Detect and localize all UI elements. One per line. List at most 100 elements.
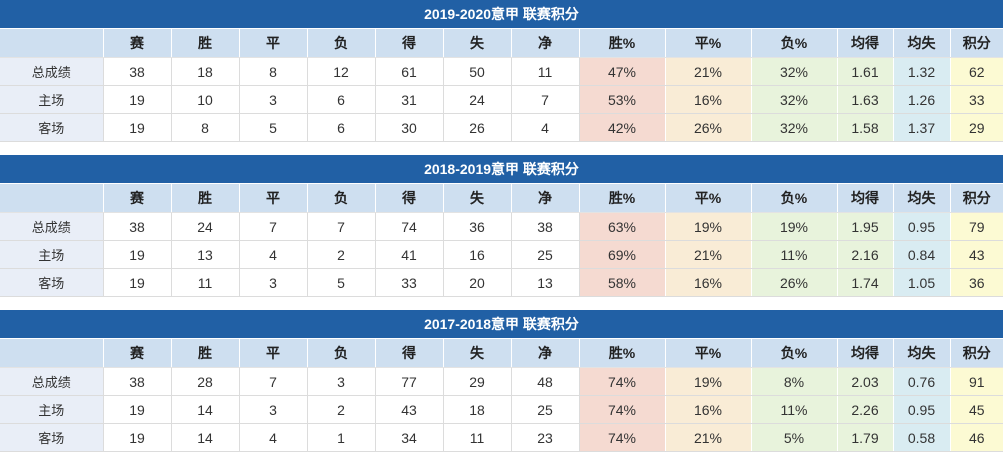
stat-cell: 63% — [578, 212, 666, 241]
stat-cell: 19% — [664, 367, 752, 396]
stat-cell: 1.26 — [892, 85, 951, 114]
stat-cell: 26% — [750, 268, 838, 297]
stat-cell: 36 — [442, 212, 512, 241]
stat-cell: 46 — [949, 423, 1003, 452]
stat-cell: 43 — [949, 240, 1003, 269]
column-header: 赛 — [102, 28, 172, 58]
column-header: 赛 — [102, 338, 172, 368]
stat-cell: 16 — [442, 240, 512, 269]
stat-cell: 1.05 — [892, 268, 951, 297]
stat-cell: 7 — [238, 212, 308, 241]
stat-cell: 14 — [170, 395, 240, 424]
season-table-2019-2020: 2019-2020意甲 联赛积分赛胜平负得失净胜% 平% 负% 均得 均失 积分 总成绩 38… — [0, 0, 1003, 142]
column-header: 均失 — [892, 28, 951, 58]
stat-cell: 42% — [578, 113, 666, 142]
stat-cell: 32% — [750, 85, 838, 114]
column-header: 负% — [750, 183, 838, 213]
stat-cell: 4 — [510, 113, 580, 142]
stat-cell: 3 — [306, 367, 376, 396]
column-header: 均失 — [892, 183, 951, 213]
stat-cell: 58% — [578, 268, 666, 297]
stat-cell: 29 — [442, 367, 512, 396]
row-label-header — [0, 183, 104, 213]
stat-cell: 33 — [949, 85, 1003, 114]
stat-cell: 5 — [306, 268, 376, 297]
stat-cell: 12 — [306, 57, 376, 86]
stat-cell: 0.58 — [892, 423, 951, 452]
table-row: 客场 19 8 5 6 30 26 4 42% 26% 32% 1.58 1.37 29 — [0, 113, 1003, 142]
stat-cell: 43 — [374, 395, 444, 424]
stat-cell: 13 — [510, 268, 580, 297]
stat-cell: 5 — [238, 113, 308, 142]
stat-cell: 11% — [750, 240, 838, 269]
stat-cell: 79 — [949, 212, 1003, 241]
column-header: 失 — [442, 28, 512, 58]
column-header: 失 — [442, 338, 512, 368]
column-header: 积分 — [949, 183, 1003, 213]
stat-cell: 0.84 — [892, 240, 951, 269]
column-header: 得 — [374, 338, 444, 368]
stat-cell: 38 — [102, 367, 172, 396]
stat-cell: 36 — [949, 268, 1003, 297]
stat-cell: 2.26 — [836, 395, 894, 424]
stat-cell: 38 — [102, 57, 172, 86]
column-header: 失 — [442, 183, 512, 213]
stat-cell: 4 — [238, 423, 308, 452]
stat-cell: 16% — [664, 268, 752, 297]
stat-cell: 31 — [374, 85, 444, 114]
stat-cell: 16% — [664, 85, 752, 114]
season-table-2018-2019: 2018-2019意甲 联赛积分赛胜平负得失净胜% 平% 负% 均得 均失 积分 总成绩 38… — [0, 155, 1003, 297]
stat-cell: 1 — [306, 423, 376, 452]
column-header: 平% — [664, 28, 752, 58]
row-label: 总成绩 — [0, 57, 104, 86]
stat-cell: 19% — [750, 212, 838, 241]
stat-cell: 41 — [374, 240, 444, 269]
stat-cell: 45 — [949, 395, 1003, 424]
stat-cell: 0.95 — [892, 395, 951, 424]
row-label: 主场 — [0, 85, 104, 114]
stat-cell: 53% — [578, 85, 666, 114]
table-title: 2019-2020意甲 联赛积分 — [0, 0, 1003, 28]
table-row: 总成绩 38 24 7 7 74 36 38 63% 19% 19% 1.95 0.95 79 — [0, 212, 1003, 241]
table-row: 总成绩 38 18 8 12 61 50 11 47% 21% 32% 1.61 1.32 62 — [0, 57, 1003, 86]
stat-cell: 19 — [102, 268, 172, 297]
table-title: 2018-2019意甲 联赛积分 — [0, 155, 1003, 183]
stat-cell: 7 — [306, 212, 376, 241]
row-label-header — [0, 338, 104, 368]
stat-cell: 8 — [170, 113, 240, 142]
stat-cell: 74 — [374, 212, 444, 241]
stats-table: 赛胜平负得失净胜% 平% 负% 均得 均失 积分 总成绩 38 24 7 7 74 36 38 63% 19%… — [0, 183, 1003, 297]
column-header: 积分 — [949, 338, 1003, 368]
stat-cell: 91 — [949, 367, 1003, 396]
stat-cell: 20 — [442, 268, 512, 297]
stat-cell: 1.32 — [892, 57, 951, 86]
stat-cell: 25 — [510, 395, 580, 424]
stat-cell: 19% — [664, 212, 752, 241]
stat-cell: 19 — [102, 423, 172, 452]
header-row: 赛胜平负得失净胜% 平% 负% 均得 均失 积分 — [0, 338, 1003, 368]
stat-cell: 38 — [102, 212, 172, 241]
stat-cell: 28 — [170, 367, 240, 396]
column-header: 胜 — [170, 28, 240, 58]
table-row: 主场 19 10 3 6 31 24 7 53% 16% 32% 1.63 1.26 33 — [0, 85, 1003, 114]
stat-cell: 32% — [750, 57, 838, 86]
stats-table: 赛胜平负得失净胜% 平% 负% 均得 均失 积分 总成绩 38 28 7 3 77 29 48 74% 19%… — [0, 338, 1003, 452]
column-header: 负% — [750, 338, 838, 368]
column-header: 净 — [510, 183, 580, 213]
row-label-header — [0, 28, 104, 58]
row-label: 客场 — [0, 113, 104, 142]
stat-cell: 6 — [306, 113, 376, 142]
stat-cell: 19 — [102, 85, 172, 114]
table-row: 客场 19 11 3 5 33 20 13 58% 16% 26% 1.74 1.05 36 — [0, 268, 1003, 297]
stat-cell: 50 — [442, 57, 512, 86]
stat-cell: 62 — [949, 57, 1003, 86]
stat-cell: 23 — [510, 423, 580, 452]
stat-cell: 11% — [750, 395, 838, 424]
stat-cell: 21% — [664, 240, 752, 269]
stat-cell: 48 — [510, 367, 580, 396]
stat-cell: 2.03 — [836, 367, 894, 396]
stat-cell: 3 — [238, 85, 308, 114]
column-header: 净 — [510, 28, 580, 58]
stat-cell: 0.76 — [892, 367, 951, 396]
row-label: 客场 — [0, 268, 104, 297]
